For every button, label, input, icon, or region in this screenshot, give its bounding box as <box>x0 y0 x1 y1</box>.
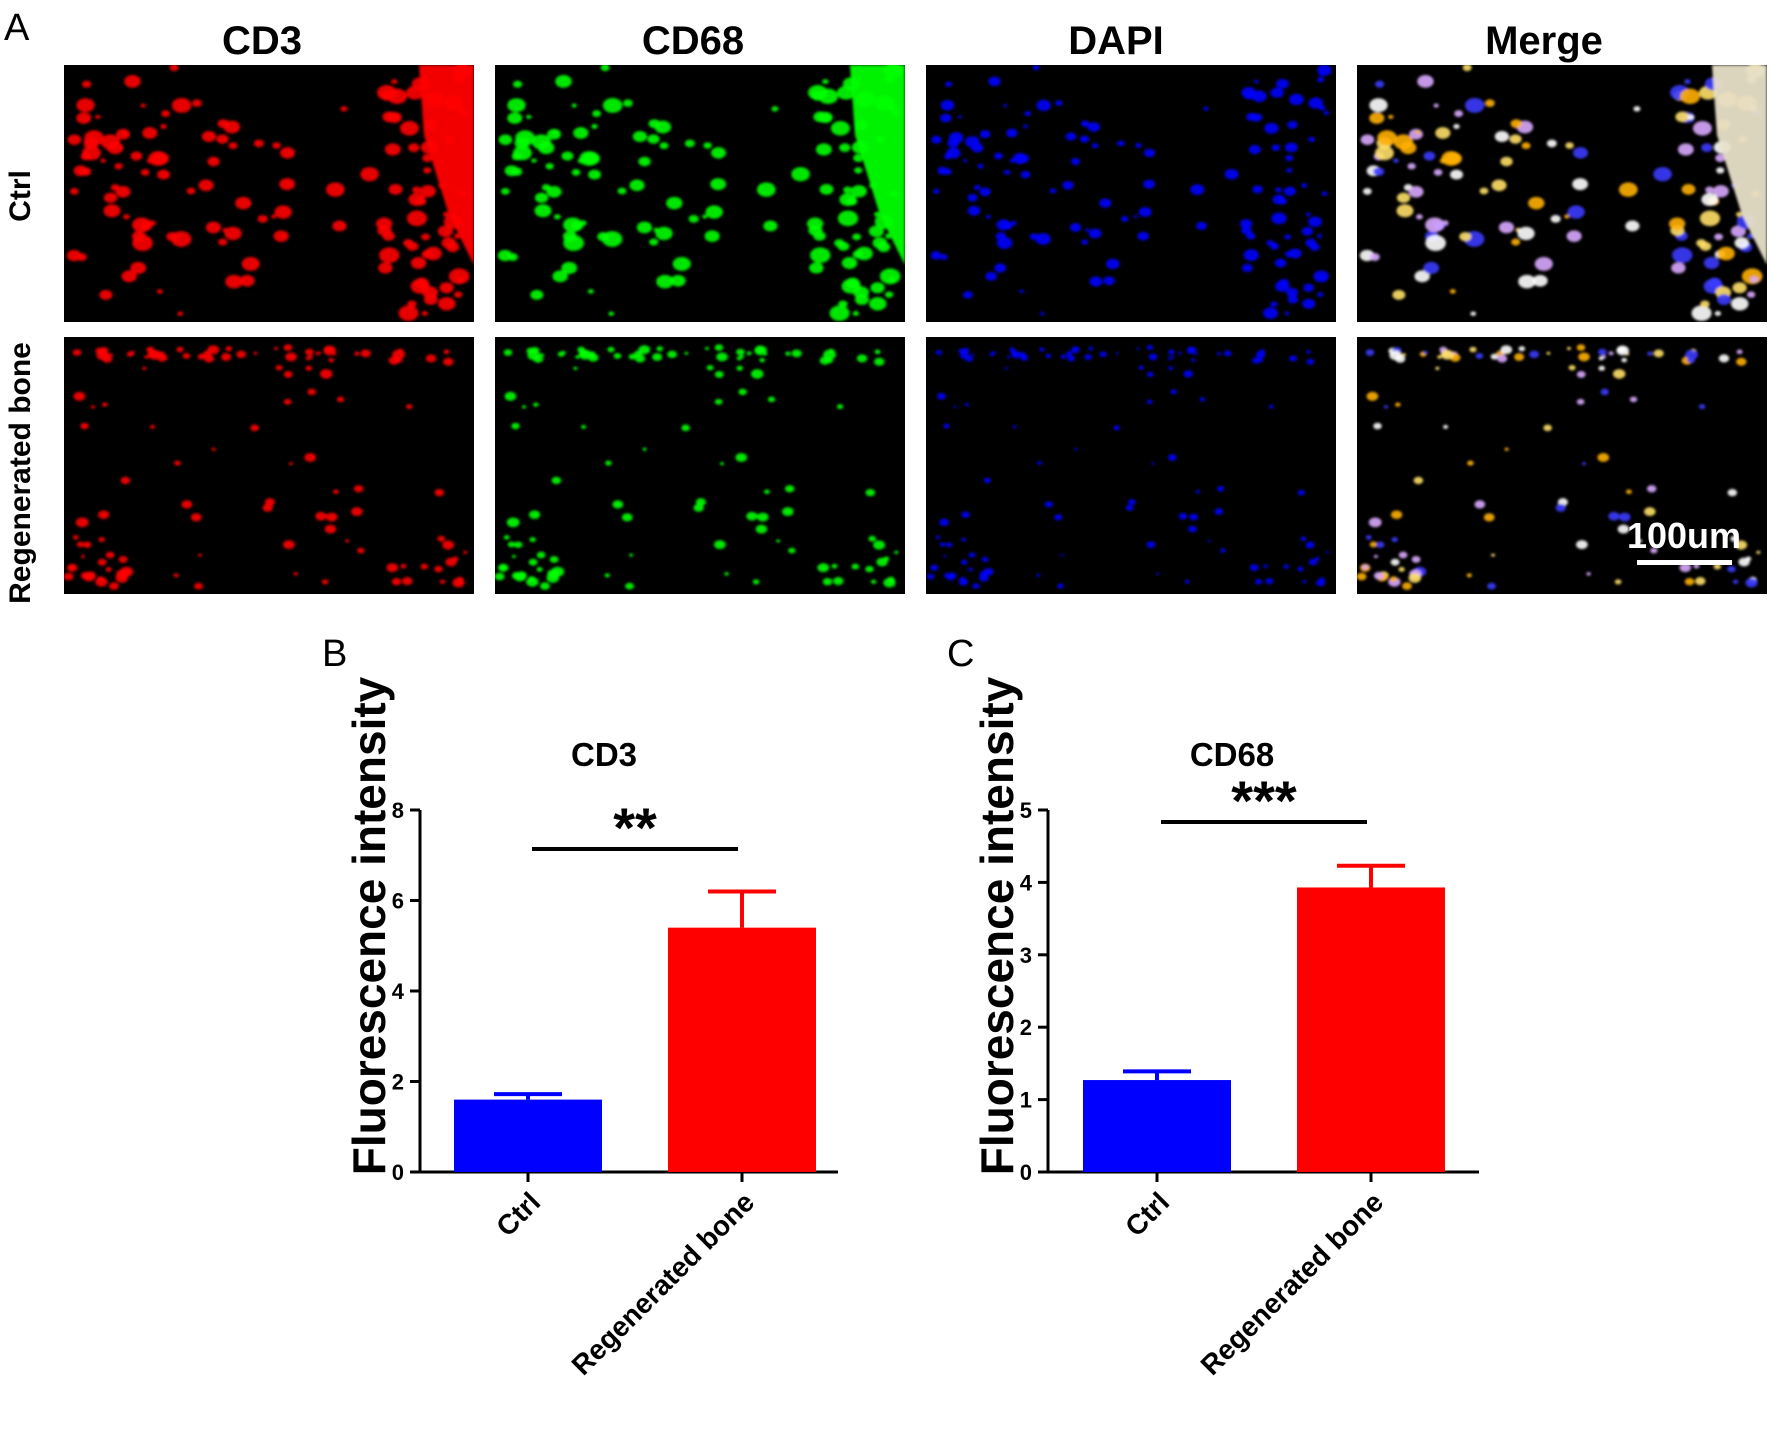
micrograph-cd68-ctrl <box>495 65 905 322</box>
micrograph-background <box>926 337 1336 594</box>
column-header-cd68: CD68 <box>642 19 744 63</box>
scale-bar: 100um <box>1627 515 1741 565</box>
chart-title-cd3: CD3 <box>571 736 637 773</box>
micrograph-cd3-ctrl <box>64 65 474 322</box>
x-category-label: Ctrl <box>490 1186 546 1242</box>
column-header-cd3: CD3 <box>222 19 302 63</box>
bar-regenerated-bone <box>1297 887 1445 1172</box>
micrograph-cd3-regenerated-bone <box>64 337 474 594</box>
bar-regenerated-bone <box>668 927 816 1172</box>
micrograph-cd68-regenerated-bone <box>495 337 905 594</box>
y-tick-label: 2 <box>1020 1015 1032 1040</box>
y-tick-label: 8 <box>392 798 404 823</box>
chart-cd3: CD3 Fluorescence intensity 0 2 4 6 8 Ctrl Rege… <box>343 676 838 1381</box>
y-tick-label: 1 <box>1020 1088 1032 1113</box>
y-tick-label: 6 <box>392 889 404 914</box>
row-header-ctrl: Ctrl <box>4 170 37 222</box>
scale-bar-label: 100um <box>1627 515 1741 556</box>
micrograph-background <box>64 337 474 594</box>
panel-label-b: B <box>322 633 347 675</box>
significance-stars: ** <box>613 796 657 859</box>
chart-title-cd68: CD68 <box>1190 736 1274 773</box>
significance-stars: *** <box>1231 769 1297 832</box>
y-tick-label: 3 <box>1020 943 1032 968</box>
y-tick-label: 0 <box>392 1160 404 1185</box>
column-header-merge: Merge <box>1485 19 1603 63</box>
y-tick-label: 0 <box>1020 1160 1032 1185</box>
micrograph-dapi-regenerated-bone <box>926 337 1336 594</box>
y-tick-label: 4 <box>1020 870 1033 895</box>
column-header-dapi: DAPI <box>1068 19 1164 63</box>
y-axis-label-cd3: Fluorescence intensity <box>343 676 395 1175</box>
panel-label-a: A <box>4 7 30 49</box>
y-tick-label: 4 <box>392 979 405 1004</box>
y-tick-label: 2 <box>392 1070 404 1095</box>
x-category-label: Regenerated bone <box>566 1186 761 1381</box>
y-axis-label-cd68: Fluorescence intensity <box>971 676 1023 1175</box>
row-header-regenerated-bone: Regenerated bone <box>4 342 37 604</box>
scale-bar-line <box>1637 560 1732 565</box>
micrograph-background <box>1357 337 1767 594</box>
micrograph-grid <box>64 65 1767 594</box>
x-category-label: Ctrl <box>1119 1186 1175 1242</box>
micrograph-background <box>495 337 905 594</box>
micrograph-merge-ctrl <box>1357 65 1767 322</box>
y-tick-label: 5 <box>1020 798 1032 823</box>
bar-ctrl <box>1083 1080 1231 1172</box>
panel-label-c: C <box>947 633 974 675</box>
chart-cd68: CD68 Fluorescence intensity 0 1 2 3 4 5 Ctrl Re… <box>971 676 1479 1381</box>
micrograph-dapi-ctrl <box>926 65 1336 322</box>
micrograph-merge-regenerated-bone <box>1357 337 1767 594</box>
x-category-label: Regenerated bone <box>1195 1186 1390 1381</box>
bar-ctrl <box>454 1099 602 1172</box>
